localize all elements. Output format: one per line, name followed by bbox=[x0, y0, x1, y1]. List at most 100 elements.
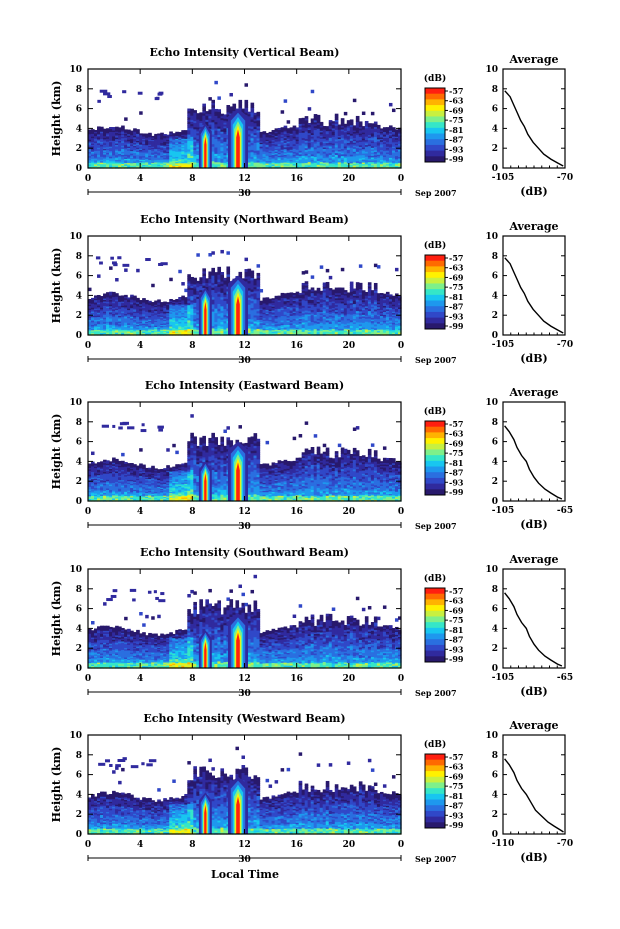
profile-y-tick-label: 8 bbox=[492, 252, 498, 262]
x-tick-label: 12 bbox=[238, 840, 251, 850]
y-axis-label: Height (km) bbox=[50, 81, 63, 157]
y-axis-label: Height (km) bbox=[50, 581, 63, 657]
heatmap-field bbox=[88, 746, 402, 835]
profile-y-tick-label: 6 bbox=[492, 105, 498, 115]
colorbar-swatch bbox=[425, 260, 445, 267]
colorbar-swatch bbox=[425, 110, 445, 117]
profile-x-label: (dB) bbox=[520, 685, 547, 698]
y-tick-label: 10 bbox=[69, 232, 82, 242]
colorbar-swatch bbox=[425, 610, 445, 617]
y-tick-label: 10 bbox=[69, 65, 82, 75]
profile-y-tick-label: 8 bbox=[492, 751, 498, 761]
x-tick-label: 12 bbox=[238, 507, 251, 517]
y-tick-label: 6 bbox=[76, 771, 82, 781]
convective-column bbox=[198, 792, 212, 834]
colorbar-swatch bbox=[425, 799, 445, 806]
profile-y-tick-label: 4 bbox=[492, 124, 498, 134]
y-axis-label: Height (km) bbox=[50, 414, 63, 490]
x-tick-label: 8 bbox=[189, 840, 195, 850]
x-tick-label: 0 bbox=[85, 507, 91, 517]
colorbar-swatch bbox=[425, 593, 445, 600]
y-tick-label: 8 bbox=[76, 85, 82, 95]
colorbar-swatch bbox=[425, 88, 445, 95]
profile-title: Average bbox=[508, 553, 558, 566]
convective-column bbox=[228, 441, 248, 501]
y-tick-label: 6 bbox=[76, 438, 82, 448]
profile-x-tick-label: -105 bbox=[492, 173, 515, 183]
colorbar-swatch bbox=[425, 122, 445, 129]
profile-frame bbox=[502, 235, 566, 336]
profile-y-tick-label: 0 bbox=[492, 497, 498, 507]
colorbar-tick-label: -87 bbox=[449, 635, 463, 645]
panel-title: Echo Intensity (Westward Beam) bbox=[143, 712, 345, 725]
profile-x-tick-label: -105 bbox=[492, 506, 515, 516]
profile-x-tick-label: -105 bbox=[492, 340, 515, 350]
y-tick-label: 0 bbox=[76, 164, 82, 174]
profile-x-tick-label: -70 bbox=[557, 173, 573, 183]
colorbar-swatch bbox=[425, 266, 445, 273]
y-tick-label: 2 bbox=[76, 644, 82, 654]
colorbar-swatch bbox=[425, 599, 445, 606]
profile-line bbox=[504, 257, 564, 334]
y-tick-label: 4 bbox=[76, 457, 82, 467]
profile-y-tick-label: 2 bbox=[492, 477, 498, 487]
y-tick-label: 2 bbox=[76, 477, 82, 487]
profile-x-tick-label: -105 bbox=[492, 673, 515, 683]
colorbar-swatch bbox=[425, 765, 445, 772]
colorbar-tick-label: -99 bbox=[449, 654, 464, 664]
profile-line bbox=[504, 758, 564, 833]
colorbar-swatch bbox=[425, 156, 445, 163]
colorbar-unit: (dB) bbox=[424, 73, 446, 84]
colorbar-tick-label: -87 bbox=[449, 135, 463, 145]
colorbar-swatch bbox=[425, 754, 445, 761]
profile-y-tick-label: 8 bbox=[492, 418, 498, 428]
profile-y-tick-label: 8 bbox=[492, 585, 498, 595]
convective-column bbox=[228, 776, 248, 834]
average-profile: Average 0 2 4 6 8 10 -105 -70 (dB) bbox=[485, 53, 573, 198]
colorbar-tick-label: -75 bbox=[449, 282, 463, 292]
profile-x-tick-label: -65 bbox=[557, 506, 573, 516]
profile-y-tick-label: 4 bbox=[492, 291, 498, 301]
colorbar-tick-label: -75 bbox=[449, 115, 463, 125]
y-tick-label: 8 bbox=[76, 252, 82, 262]
colorbar-swatch bbox=[425, 771, 445, 778]
colorbar-swatch bbox=[425, 426, 445, 433]
y-tick-label: 0 bbox=[76, 331, 82, 341]
x-tick-label: 0 bbox=[398, 674, 404, 684]
colorbar: (dB)-57-63-69-75-81-87-93-99 bbox=[424, 739, 464, 830]
heatmap-field bbox=[88, 80, 402, 169]
profile-y-tick-label: 8 bbox=[492, 85, 498, 95]
colorbar-swatch bbox=[425, 822, 445, 829]
colorbar-tick-label: -63 bbox=[449, 96, 464, 106]
panel-0: Echo Intensity (Vertical Beam) 0 2 4 6 8 10 Hei… bbox=[50, 46, 573, 199]
colorbar-swatch bbox=[425, 255, 445, 262]
colorbar: (dB)-57-63-69-75-81-87-93-99 bbox=[424, 240, 464, 331]
colorbar-swatch bbox=[425, 616, 445, 623]
colorbar-swatch bbox=[425, 311, 445, 319]
y-tick-label: 10 bbox=[69, 398, 82, 408]
colorbar-swatch bbox=[425, 622, 445, 629]
profile-x-label: (dB) bbox=[520, 518, 547, 531]
profile-y-tick-label: 6 bbox=[492, 272, 498, 282]
y-tick-label: 8 bbox=[76, 751, 82, 761]
x-tick-label: 8 bbox=[189, 507, 195, 517]
x-tick-label: 0 bbox=[398, 507, 404, 517]
colorbar-swatch bbox=[425, 150, 445, 157]
x-tick-label: 20 bbox=[343, 674, 356, 684]
y-axis-label: Height (km) bbox=[50, 248, 63, 324]
colorbar-swatch bbox=[425, 788, 445, 795]
colorbar-swatch bbox=[425, 605, 445, 612]
average-profile: Average 0 2 4 6 8 10 -105 -70 (dB) bbox=[485, 220, 573, 365]
profile-frame bbox=[502, 734, 566, 835]
profile-y-tick-label: 4 bbox=[492, 624, 498, 634]
y-tick-label: 2 bbox=[76, 311, 82, 321]
x-tick-label: 4 bbox=[137, 674, 143, 684]
y-tick-label: 4 bbox=[76, 124, 82, 134]
colorbar-swatch bbox=[425, 317, 445, 324]
panel-4: Echo Intensity (Westward Beam) 0 2 4 6 8 10 Hei… bbox=[50, 712, 573, 865]
average-profile: Average 0 2 4 6 8 10 -105 -65 (dB) bbox=[485, 553, 573, 698]
profile-y-tick-label: 0 bbox=[492, 331, 498, 341]
profile-y-tick-label: 4 bbox=[492, 457, 498, 467]
x-tick-label: 4 bbox=[137, 341, 143, 351]
